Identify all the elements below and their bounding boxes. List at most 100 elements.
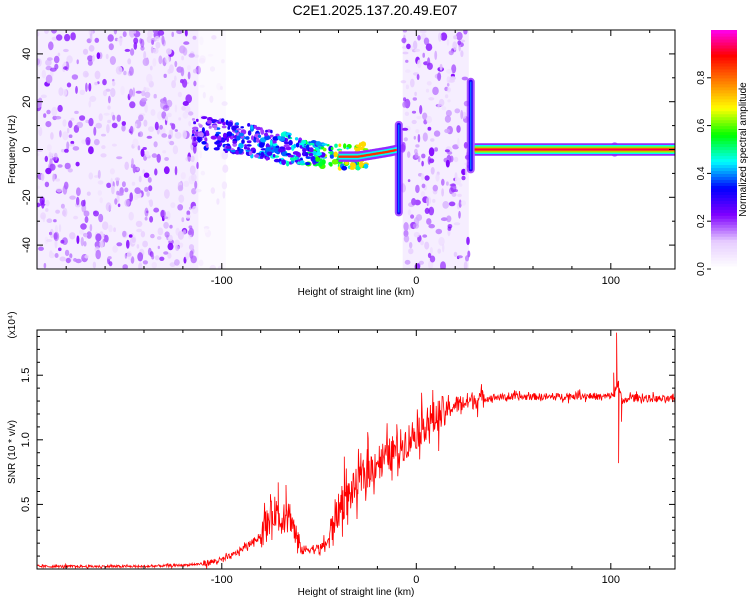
noise-blob (449, 183, 456, 187)
noise-blob (437, 103, 440, 109)
noise-blob (146, 73, 153, 84)
noise-blob (92, 54, 95, 62)
noise-blob (435, 173, 440, 182)
ridge-blob (358, 161, 364, 168)
noise-blob (174, 166, 178, 176)
noise-blob (453, 35, 457, 40)
ridge-blob (213, 147, 220, 151)
noise-blob (401, 127, 409, 131)
noise-blob (150, 109, 156, 116)
colorbar-segment (711, 221, 737, 225)
noise-blob (434, 50, 438, 60)
noise-blob (199, 150, 203, 159)
noise-blob (138, 262, 143, 269)
noise-blob (68, 134, 73, 138)
noise-blob (114, 198, 118, 205)
ridge-blob (227, 121, 233, 127)
ridge-blob (285, 146, 292, 151)
colorbar-segment (711, 143, 737, 148)
noise-blob (151, 153, 158, 158)
noise-blob (411, 110, 417, 114)
noise-blob (142, 240, 149, 248)
noise-blob (106, 182, 112, 188)
noise-blob (446, 181, 449, 186)
noise-blob (87, 55, 94, 62)
colorbar-segment (711, 30, 737, 34)
ridge-blob (198, 124, 203, 128)
noise-blob (452, 41, 458, 51)
noise-blob (117, 192, 124, 196)
noise-blob (404, 111, 410, 117)
noise-blob (191, 188, 197, 195)
ridge-blob (247, 130, 252, 136)
noise-blob (43, 113, 47, 118)
noise-blob (162, 150, 167, 154)
noise-blob (44, 155, 48, 162)
ridge-blob (346, 147, 349, 150)
ridge-blob (330, 146, 334, 151)
colorbar-segment (711, 71, 737, 76)
ridge-blob (328, 151, 334, 154)
noise-blob (169, 64, 174, 74)
colorbar-segment (711, 47, 737, 52)
noise-blob (76, 121, 84, 129)
noise-blob (182, 111, 189, 119)
noise-blob (420, 240, 424, 246)
noise-blob (105, 53, 109, 60)
ridge-blob (344, 161, 349, 165)
ridge-blob (315, 141, 322, 147)
noise-blob (151, 254, 155, 260)
noise-blob (183, 180, 190, 187)
noise-blob (88, 146, 94, 155)
ridge-blob (283, 141, 290, 145)
ridge-blob (225, 145, 232, 149)
colorbar-segment (711, 113, 737, 118)
noise-blob (46, 144, 52, 152)
colorbar-segment (711, 107, 737, 112)
noise-blob (188, 121, 192, 127)
noise-wash (198, 30, 226, 269)
noise-blob (88, 45, 95, 52)
ridge-blob (349, 162, 356, 168)
noise-blob (414, 48, 421, 53)
noise-blob (415, 214, 423, 221)
noise-blob (144, 91, 151, 99)
noise-blob (412, 97, 417, 101)
noise-blob (152, 30, 159, 34)
noise-blob (199, 36, 204, 46)
noise-blob (84, 216, 89, 224)
noise-blob (458, 183, 463, 187)
ridge-blob (226, 137, 229, 143)
noise-blob (448, 50, 454, 56)
ridge-blob (322, 147, 327, 152)
ridge-blob (192, 142, 197, 146)
noise-blob (137, 252, 144, 262)
noise-blob (37, 202, 41, 208)
noise-blob (152, 48, 159, 54)
noise-blob (447, 229, 451, 237)
noise-blob (116, 156, 123, 160)
noise-blob (96, 52, 101, 60)
noise-blob (80, 223, 87, 230)
ridge-blob (253, 150, 256, 154)
noise-blob (164, 231, 170, 238)
heatmap-x-tick-label: -100 (211, 275, 233, 287)
ridge-blob (195, 118, 199, 122)
noise-blob (149, 65, 153, 71)
ridge-blob (321, 143, 328, 146)
noise-blob (101, 133, 106, 137)
ridge-blob (272, 136, 279, 141)
snr-x-tick-label: 100 (602, 574, 620, 586)
noise-blob (45, 208, 49, 212)
noise-blob (157, 245, 160, 250)
ridge-blob (272, 154, 276, 158)
noise-blob (428, 224, 436, 229)
noise-blob (210, 187, 215, 194)
noise-blob (52, 173, 55, 182)
noise-blob (37, 185, 41, 189)
noise-blob (430, 138, 435, 142)
noise-blob (138, 131, 144, 138)
ridge-blob (227, 125, 231, 130)
noise-blob (449, 76, 456, 81)
noise-blob (426, 62, 433, 70)
